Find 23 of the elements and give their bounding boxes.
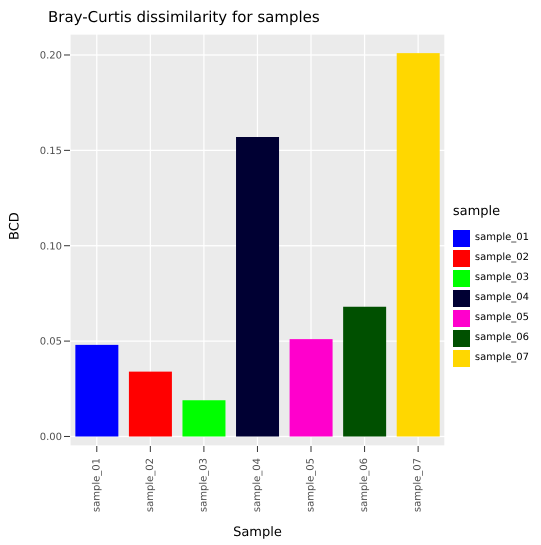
y-tick-label: 0.15 [40,146,62,157]
legend-label: sample_02 [474,251,529,265]
legend-label: sample_05 [474,311,529,325]
x-tick-label: sample_05 [306,458,317,512]
legend-label: sample_03 [474,271,529,285]
x-tick-label: sample_03 [198,458,210,512]
chart-title: Bray-Curtis dissimilarity for samples [47,8,321,28]
legend-title: sample [452,203,502,221]
x-tick-label: sample_04 [252,458,263,512]
legend-label: sample_07 [474,351,529,365]
x-tick-label: sample_01 [91,458,102,512]
x-tick-label: sample_07 [412,458,424,512]
y-axis-title: BCD [8,212,23,240]
x-tick-label: sample_02 [144,458,156,512]
x-tick-label: sample_06 [359,458,370,512]
y-tick-label: 0.10 [40,241,62,252]
x-axis-title: Sample [233,525,282,540]
legend-label: sample_01 [474,231,529,245]
y-tick-label: 0.00 [40,432,62,444]
y-tick-label: 0.20 [40,50,62,62]
legend-label: sample_06 [474,331,529,345]
legend-label: sample_04 [474,291,529,305]
y-tick-label: 0.05 [40,336,62,348]
